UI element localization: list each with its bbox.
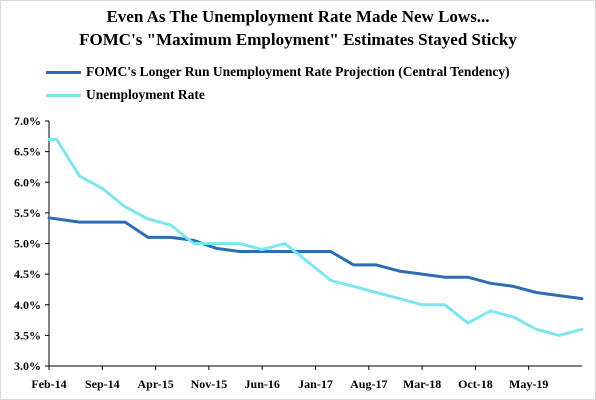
x-tick-label: Nov-15 [191,377,228,391]
x-tick-label: Oct-18 [458,377,493,391]
legend-label-unemployment: Unemployment Rate [86,87,205,102]
chart-title: Even As The Unemployment Rate Made New L… [106,7,490,26]
y-tick-label: 3.5% [14,328,41,342]
x-tick-label: Aug-17 [350,377,387,391]
legend-item-fomc: FOMC's Longer Run Unemployment Rate Proj… [46,64,510,80]
y-tick-label: 6.5% [14,145,41,159]
y-tick-label: 5.5% [14,206,41,220]
y-tick-label: 5.0% [14,237,41,251]
legend-label-fomc: FOMC's Longer Run Unemployment Rate Proj… [86,64,510,79]
x-tick-label: May-19 [509,377,548,391]
y-tick-label: 7.0% [14,114,41,128]
series-line-unemployment-rate [47,137,584,337]
x-tick-label: Jun-16 [245,377,280,391]
y-tick-label: 6.0% [14,175,41,189]
x-tick-label: Apr-15 [137,377,173,391]
legend-item-unemployment: Unemployment Rate [46,87,205,103]
y-tick-label: 3.0% [14,359,41,373]
y-tick-label: 4.0% [14,298,41,312]
series-line-fomc-projection [47,216,584,301]
x-tick-label: Sep-14 [85,377,120,391]
x-tick-label: Feb-14 [31,377,66,391]
legend-swatch-unemployment [46,93,81,97]
x-tick-label: Mar-18 [403,377,441,391]
x-tick-label: Jan-17 [298,377,333,391]
legend-swatch-fomc [46,70,81,74]
y-tick-label: 4.5% [14,267,41,281]
chart-subtitle: FOMC's "Maximum Employment" Estimates St… [79,30,517,49]
